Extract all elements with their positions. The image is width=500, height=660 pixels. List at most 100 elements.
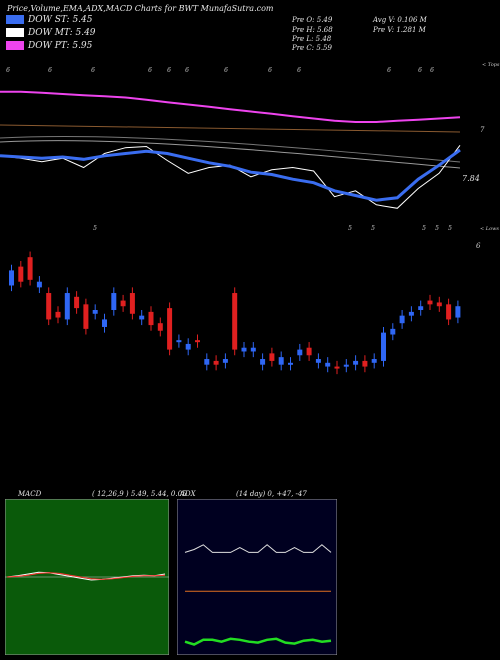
candle-body bbox=[353, 360, 359, 365]
candle-body bbox=[83, 304, 89, 329]
top-marker: 6 bbox=[185, 67, 189, 74]
candle-body bbox=[399, 315, 405, 324]
top-marker: 6 bbox=[430, 67, 434, 74]
top-marker: 6 bbox=[297, 67, 301, 74]
low-marker: 5 bbox=[348, 225, 352, 232]
candle-body bbox=[176, 340, 182, 343]
ema-gray-line bbox=[0, 140, 461, 169]
candle-body bbox=[343, 364, 349, 367]
legend-swatch-dow-mt bbox=[6, 28, 24, 37]
pre-low: Pre L: 5.48 bbox=[292, 35, 332, 43]
legend-dow-mt: DOW MT: 5.49 bbox=[6, 28, 96, 38]
candle-body bbox=[362, 360, 368, 367]
candle-body bbox=[278, 357, 284, 365]
candle-body bbox=[381, 332, 386, 361]
pre-open: Pre O: 5.49 bbox=[292, 16, 333, 24]
candle-body bbox=[315, 359, 321, 363]
candle-body bbox=[27, 257, 33, 280]
candle-body bbox=[46, 293, 52, 320]
candle-body bbox=[222, 359, 228, 363]
top-marker: 6 bbox=[418, 67, 422, 74]
tops-axis-label: < Tops bbox=[482, 62, 500, 68]
candle-body bbox=[195, 340, 200, 343]
candle-body bbox=[120, 300, 126, 307]
top-marker: 6 bbox=[268, 67, 272, 74]
top-marker: 6 bbox=[148, 67, 152, 74]
candle-body bbox=[185, 343, 191, 350]
adx-background bbox=[177, 499, 337, 655]
right-label-current: 7.84 bbox=[462, 174, 480, 183]
top-marker: 6 bbox=[91, 67, 95, 74]
candle-body bbox=[260, 359, 266, 365]
legend-dow-st: DOW ST: 5.45 bbox=[6, 15, 93, 25]
legend-swatch-dow-pt bbox=[6, 41, 24, 50]
candle-body bbox=[167, 308, 173, 350]
candle-body bbox=[427, 300, 433, 305]
legend-label-dow-mt: DOW MT: 5.49 bbox=[28, 28, 96, 38]
pre-close: Pre C: 5.59 bbox=[292, 44, 332, 52]
adx-title: ADX bbox=[180, 490, 196, 498]
candle-body bbox=[36, 281, 42, 288]
avg-volume: Avg V: 0.106 M bbox=[373, 16, 427, 24]
candle-body bbox=[213, 360, 219, 365]
candle-body bbox=[148, 311, 154, 326]
candle-body bbox=[288, 362, 293, 365]
candle-body bbox=[436, 302, 442, 307]
macd-chart bbox=[5, 499, 169, 655]
candle-body bbox=[204, 359, 210, 365]
macd-params: ( 12,26,9 ) 5.49, 5.44, 0.05 bbox=[92, 490, 187, 498]
candle-body bbox=[55, 311, 61, 318]
candle-body bbox=[250, 347, 256, 352]
legend-label-dow-st: DOW ST: 5.45 bbox=[28, 15, 93, 25]
candle-body bbox=[306, 347, 312, 356]
right-label-bottom: 6 bbox=[476, 242, 481, 250]
macd-series-line-0 bbox=[6, 571, 166, 581]
candle-body bbox=[269, 353, 275, 361]
legend-label-dow-pt: DOW PT: 5.95 bbox=[28, 41, 93, 51]
top-marker: 6 bbox=[48, 67, 52, 74]
right-label-top: 7 bbox=[480, 126, 485, 134]
candle-body bbox=[18, 266, 24, 282]
candle-body bbox=[232, 293, 238, 350]
candle-body bbox=[74, 296, 80, 309]
candlestick-chart: 6 bbox=[9, 242, 481, 375]
candle-body bbox=[297, 349, 303, 356]
low-marker: 5 bbox=[422, 225, 426, 232]
ema-series-line-2 bbox=[0, 148, 461, 202]
candle-body bbox=[446, 304, 452, 320]
top-marker: 6 bbox=[6, 67, 10, 74]
candle-body bbox=[111, 293, 117, 310]
candle-body bbox=[9, 270, 14, 286]
pre-volume: Pre V: 1.281 M bbox=[373, 26, 426, 34]
candle-body bbox=[418, 306, 424, 310]
macd-title: MACD bbox=[18, 490, 42, 498]
candle-body bbox=[325, 362, 331, 367]
candle-body bbox=[129, 293, 135, 314]
candle-body bbox=[334, 366, 340, 369]
low-marker: 5 bbox=[371, 225, 375, 232]
candle-body bbox=[92, 310, 98, 314]
adx-params: (14 day) 0, +47, -47 bbox=[236, 490, 307, 498]
macd-series-line-1 bbox=[6, 572, 166, 580]
adx-series-line-2 bbox=[184, 637, 332, 646]
lows-axis-label: < Lows bbox=[480, 226, 499, 232]
ema-series-line-0 bbox=[0, 90, 461, 123]
ema-gray-line bbox=[0, 135, 461, 163]
candle-body bbox=[371, 359, 377, 363]
pre-high: Pre H: 5.68 bbox=[292, 26, 333, 34]
candle-body bbox=[157, 323, 163, 331]
top-marker: 6 bbox=[224, 67, 228, 74]
ema-reference-line bbox=[0, 124, 461, 133]
candle-body bbox=[390, 328, 396, 335]
candle-body bbox=[102, 319, 107, 327]
candle-body bbox=[64, 293, 70, 320]
low-marker: 5 bbox=[435, 225, 439, 232]
candle-body bbox=[455, 306, 461, 318]
candle-body bbox=[241, 347, 247, 352]
legend-dow-pt: DOW PT: 5.95 bbox=[6, 41, 92, 51]
adx-chart bbox=[177, 499, 337, 655]
top-marker: 6 bbox=[387, 67, 391, 74]
ema-line-chart: 6 6 6 6 6 6 6 6 6 6 6 6 5 5 5 5 5 5 < Tops < Lows 7 7.84 bbox=[0, 62, 500, 232]
top-marker: 6 bbox=[167, 67, 171, 74]
